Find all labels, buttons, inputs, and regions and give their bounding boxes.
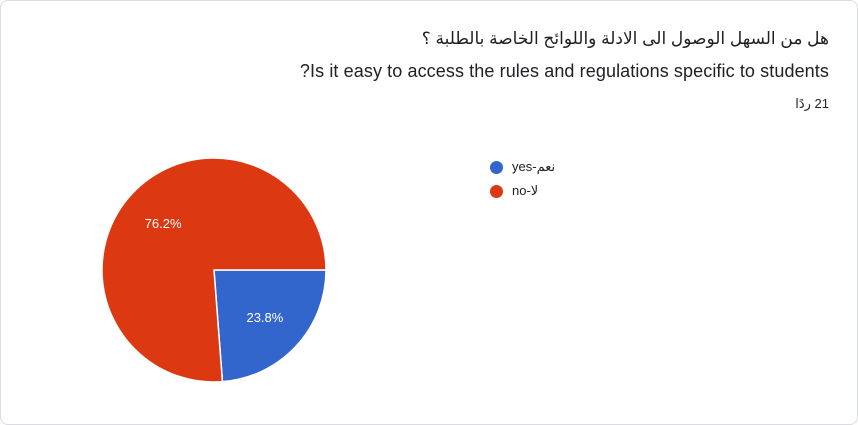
pie-slices — [101, 157, 327, 383]
legend: نعم-yes لا-no — [490, 155, 555, 203]
response-count: 21 ردًا — [795, 96, 829, 111]
legend-label-no: لا-no — [512, 183, 539, 198]
pie-slice-yes[interactable] — [213, 269, 327, 383]
legend-swatch-no — [490, 184, 503, 198]
pie-labels: 23.8% 76.2% — [145, 216, 284, 325]
pie-label-yes: 23.8% — [246, 310, 283, 325]
question-title-arabic: هل من السهل الوصول الى الادلة واللوائح ا… — [421, 29, 829, 48]
legend-item-yes[interactable]: نعم-yes — [490, 155, 555, 179]
pie-label-no: 76.2% — [145, 216, 182, 231]
legend-swatch-yes — [490, 160, 503, 174]
question-title-english: Is it easy to access the rules and regul… — [299, 61, 829, 81]
legend-label-yes: نعم-yes — [512, 159, 556, 174]
pie-slice-no[interactable] — [101, 157, 327, 383]
legend-item-no[interactable]: لا-no — [490, 179, 555, 203]
